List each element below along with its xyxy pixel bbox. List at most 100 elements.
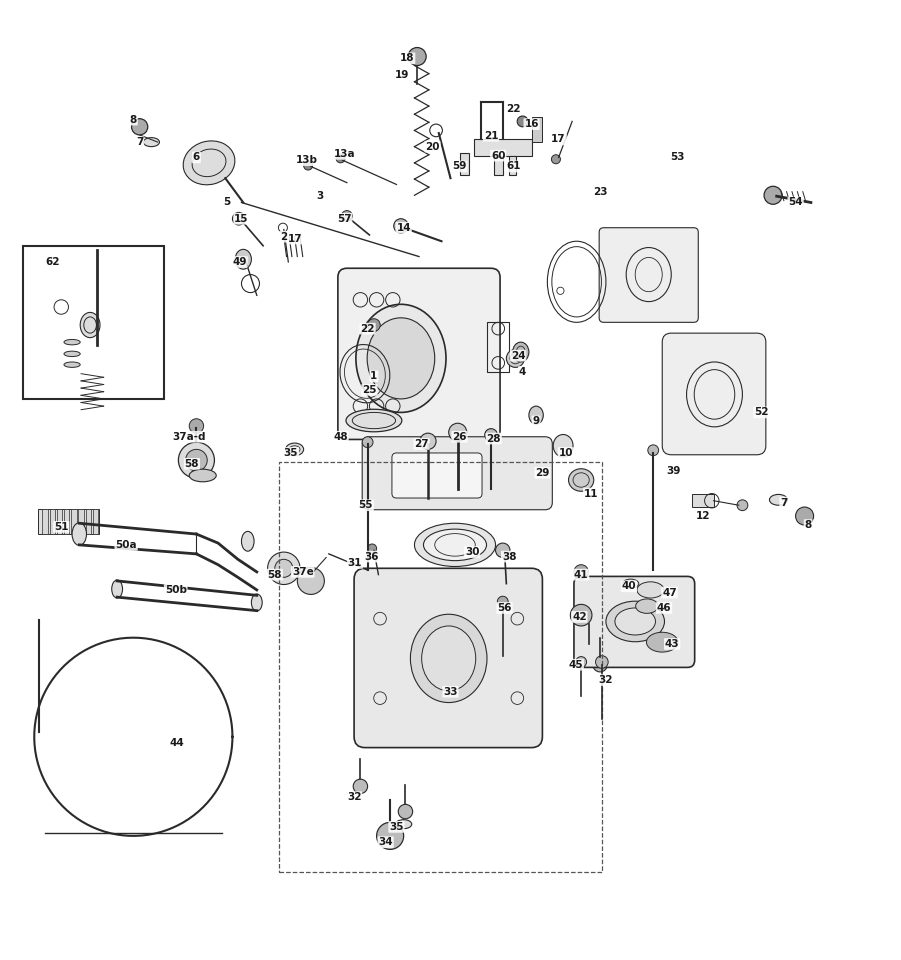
Circle shape xyxy=(648,444,659,456)
FancyBboxPatch shape xyxy=(392,453,482,498)
Circle shape xyxy=(368,544,377,553)
Text: 7: 7 xyxy=(780,497,787,508)
Ellipse shape xyxy=(623,579,639,588)
Text: 9: 9 xyxy=(532,417,540,426)
Bar xyxy=(86,509,91,534)
Ellipse shape xyxy=(183,141,235,185)
Text: 35: 35 xyxy=(284,448,298,458)
Ellipse shape xyxy=(346,409,402,432)
Circle shape xyxy=(186,449,207,471)
Text: 58: 58 xyxy=(268,569,282,580)
Ellipse shape xyxy=(513,342,529,362)
Bar xyxy=(692,494,714,507)
Bar xyxy=(64,509,69,534)
Text: 25: 25 xyxy=(362,385,377,395)
Ellipse shape xyxy=(422,626,476,691)
Ellipse shape xyxy=(286,444,304,456)
Circle shape xyxy=(275,560,293,577)
Circle shape xyxy=(341,210,352,222)
Text: 60: 60 xyxy=(491,151,505,160)
Ellipse shape xyxy=(553,435,573,457)
Text: 49: 49 xyxy=(232,257,247,267)
Circle shape xyxy=(593,658,607,672)
Circle shape xyxy=(377,823,404,850)
Text: 38: 38 xyxy=(502,552,516,562)
Text: 54: 54 xyxy=(788,198,803,207)
Text: 11: 11 xyxy=(584,489,598,498)
Circle shape xyxy=(353,780,368,794)
Bar xyxy=(78,509,84,534)
Text: 16: 16 xyxy=(524,119,539,129)
Ellipse shape xyxy=(410,614,487,703)
Text: 44: 44 xyxy=(169,738,184,748)
Text: 4: 4 xyxy=(519,367,526,377)
Text: 24: 24 xyxy=(511,350,525,361)
Circle shape xyxy=(764,186,782,204)
Text: 10: 10 xyxy=(559,448,573,458)
Bar xyxy=(42,509,48,534)
Circle shape xyxy=(551,155,560,164)
Text: 43: 43 xyxy=(665,639,679,649)
Bar xyxy=(38,509,99,534)
Circle shape xyxy=(449,423,467,442)
Text: 8: 8 xyxy=(130,114,137,125)
Text: 39: 39 xyxy=(667,466,681,476)
Text: 32: 32 xyxy=(347,792,361,803)
Text: 46: 46 xyxy=(657,603,671,612)
Text: 34: 34 xyxy=(378,837,393,848)
Ellipse shape xyxy=(769,494,787,505)
Circle shape xyxy=(497,596,508,607)
Text: 48: 48 xyxy=(333,432,348,442)
Text: 18: 18 xyxy=(400,54,414,63)
Ellipse shape xyxy=(637,582,664,598)
Text: 53: 53 xyxy=(670,153,685,162)
Text: 45: 45 xyxy=(569,660,583,670)
Ellipse shape xyxy=(80,312,100,338)
Circle shape xyxy=(132,119,148,135)
Text: 61: 61 xyxy=(506,161,521,172)
Text: 13a: 13a xyxy=(333,149,355,158)
Circle shape xyxy=(178,443,214,478)
Ellipse shape xyxy=(605,601,664,641)
Bar xyxy=(494,157,503,176)
Text: 30: 30 xyxy=(465,547,479,557)
Circle shape xyxy=(574,564,588,579)
Circle shape xyxy=(485,429,497,442)
Circle shape xyxy=(506,349,524,368)
FancyBboxPatch shape xyxy=(338,268,500,440)
Bar xyxy=(93,509,98,534)
Circle shape xyxy=(336,154,345,163)
Bar xyxy=(487,323,509,372)
Text: 59: 59 xyxy=(452,161,467,172)
Ellipse shape xyxy=(414,523,496,566)
FancyBboxPatch shape xyxy=(662,333,766,455)
Text: 28: 28 xyxy=(487,434,501,444)
Text: 5: 5 xyxy=(223,198,231,207)
Circle shape xyxy=(570,605,592,626)
Ellipse shape xyxy=(143,137,159,147)
Bar xyxy=(474,139,532,156)
Text: 2: 2 xyxy=(280,231,287,242)
Circle shape xyxy=(596,656,608,668)
Text: 50b: 50b xyxy=(165,585,187,595)
Circle shape xyxy=(368,319,380,331)
Circle shape xyxy=(517,116,528,127)
Ellipse shape xyxy=(112,580,123,598)
Text: 57: 57 xyxy=(337,214,351,224)
Ellipse shape xyxy=(636,599,658,613)
Bar xyxy=(71,509,77,534)
Text: 8: 8 xyxy=(805,520,812,530)
FancyBboxPatch shape xyxy=(599,228,698,323)
Circle shape xyxy=(232,212,245,225)
Text: 1: 1 xyxy=(370,372,378,381)
Text: 31: 31 xyxy=(348,558,362,568)
Text: 36: 36 xyxy=(364,552,378,562)
Ellipse shape xyxy=(396,820,412,828)
Ellipse shape xyxy=(72,523,86,545)
Text: 62: 62 xyxy=(45,257,59,267)
Ellipse shape xyxy=(64,362,80,368)
Text: 35: 35 xyxy=(389,822,404,832)
Text: 15: 15 xyxy=(234,214,249,224)
Text: 56: 56 xyxy=(497,603,512,612)
Bar xyxy=(509,156,516,176)
